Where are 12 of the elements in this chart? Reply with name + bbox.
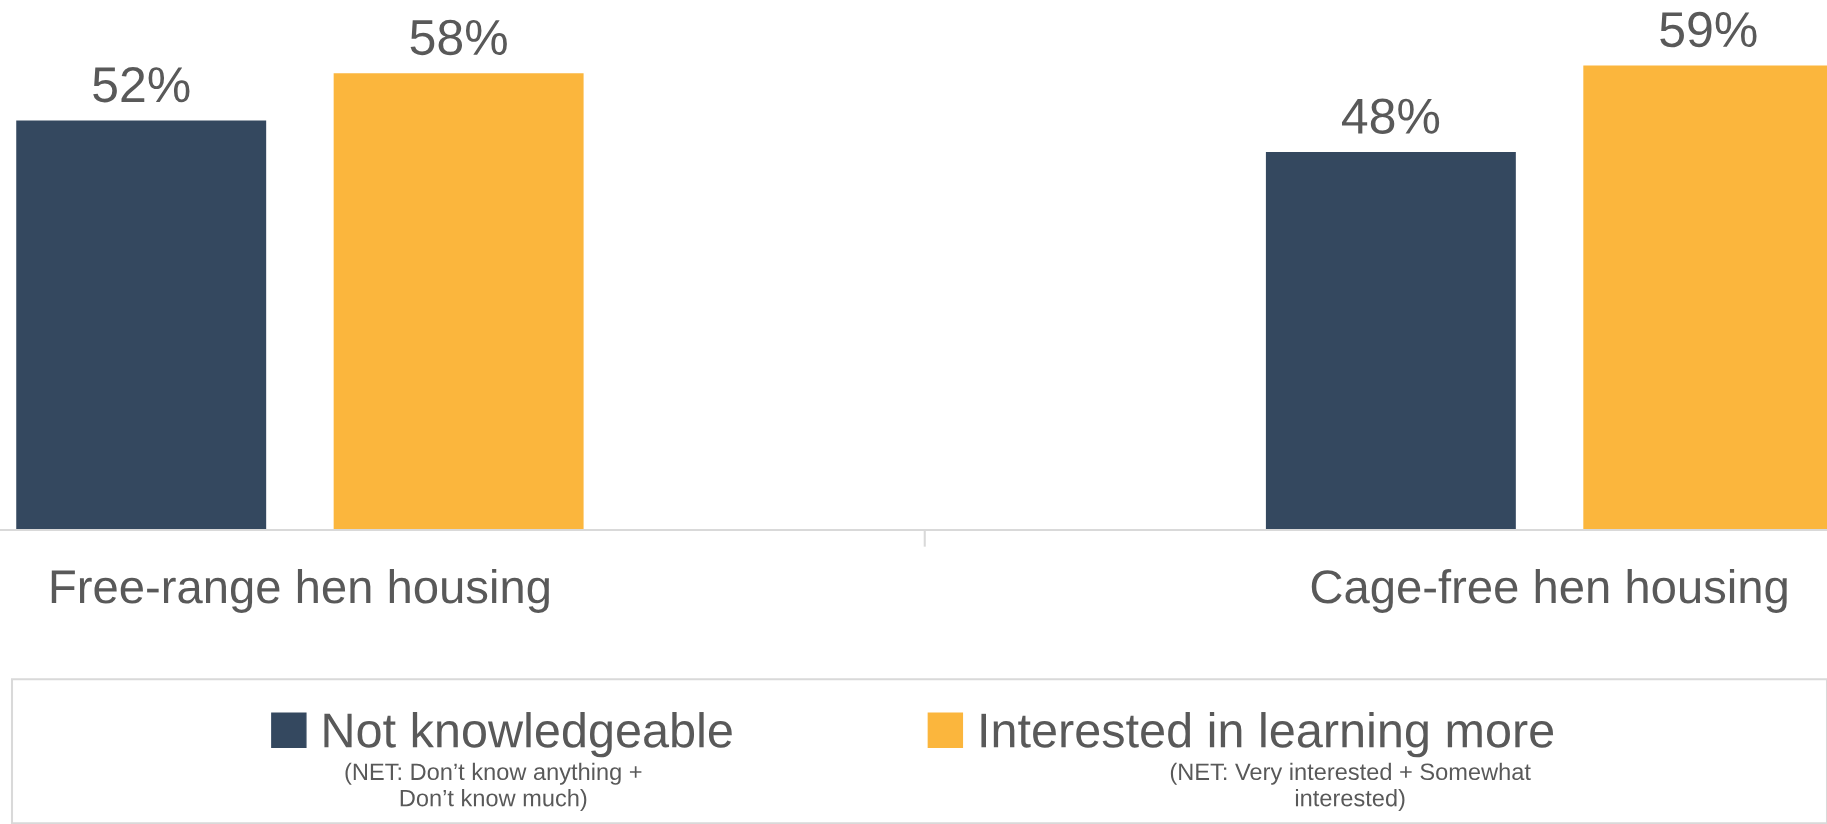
x-tick-label: Cage-free hen housing — [1311, 568, 1787, 613]
legend-label: Interested in learning more — [981, 712, 1554, 758]
text: (NET: Very interested + Somewhat interested) — [1170, 762, 1531, 812]
data-label: 59% — [1660, 11, 1757, 48]
legend-label: Not knowledgeable — [324, 712, 732, 758]
data-label: 48% — [1341, 98, 1440, 134]
bar — [1265, 152, 1516, 530]
x-tick-label: Free-range hen housing — [51, 568, 549, 613]
data-label: 58% — [410, 19, 507, 56]
text: (NET: Don’t know anything + Don’t know much) — [345, 762, 642, 812]
bar — [16, 120, 267, 530]
data-label: 52% — [93, 66, 190, 103]
